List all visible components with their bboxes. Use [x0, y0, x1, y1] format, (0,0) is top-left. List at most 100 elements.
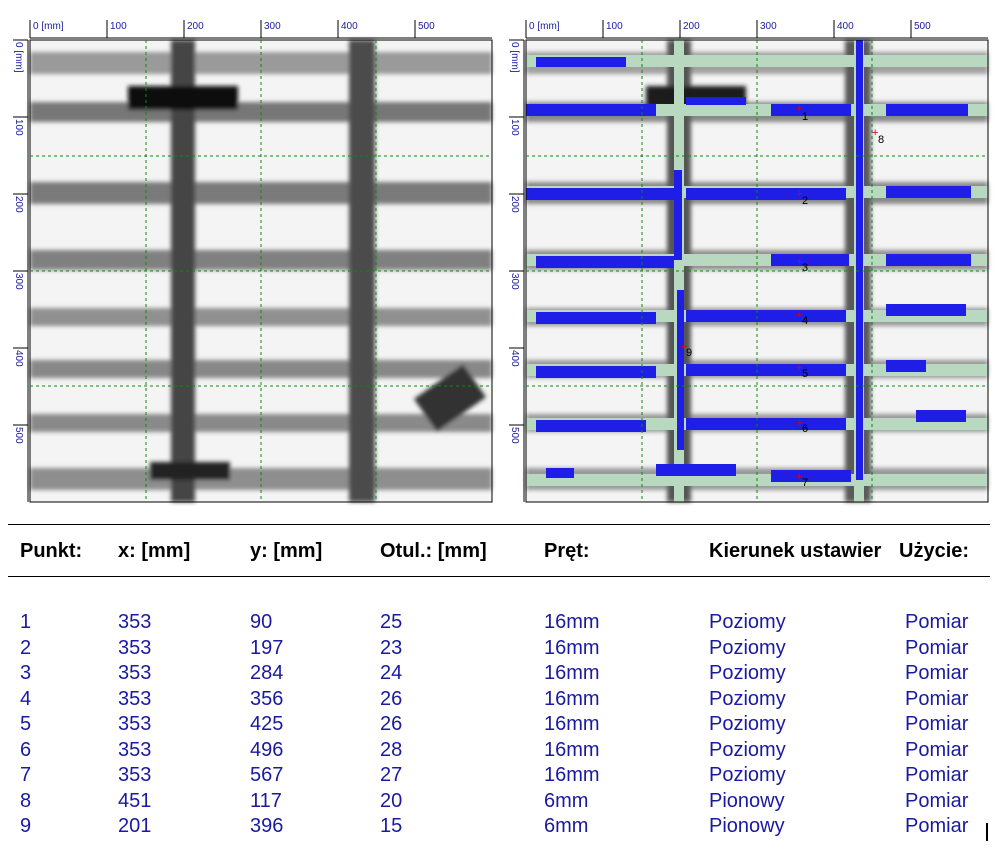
cell-otul: 24 — [380, 662, 403, 684]
right-y-tick: 500 — [509, 427, 520, 444]
svg-text:+: + — [796, 471, 802, 483]
cell-otul: 27 — [380, 764, 403, 786]
cell-uzycie: Pomiar — [905, 662, 969, 684]
cell-pret: 16mm — [544, 687, 600, 710]
marker-label: 3 — [802, 262, 808, 274]
cell-punkt: 4 — [20, 687, 32, 710]
cell-punkt: 1 — [20, 611, 32, 633]
cell-kierunek: Poziomy — [709, 662, 786, 684]
right-y-tick: 400 — [509, 350, 520, 367]
cell-y: 567 — [250, 764, 284, 786]
cell-punkt: 7 — [20, 764, 32, 786]
cell-y: 90 — [250, 611, 273, 633]
marker-label: 5 — [802, 368, 808, 380]
left-x-tick: 200 — [187, 21, 204, 32]
left-y-tick: 200 — [13, 196, 24, 213]
svg-text:+: + — [680, 341, 686, 353]
cell-x: 353 — [118, 662, 152, 684]
left-x-tick: 0 [mm] — [33, 21, 64, 32]
cell-otul: 23 — [380, 636, 403, 659]
left-y-tick: 0 [mm] — [13, 42, 24, 73]
cell-x: 353 — [118, 636, 152, 659]
cell-otul: 26 — [380, 713, 403, 735]
cell-punkt: 9 — [20, 815, 32, 837]
right-x-tick: 100 — [606, 21, 623, 32]
cell-x: 353 — [118, 611, 152, 633]
cell-uzycie: Pomiar — [905, 713, 969, 735]
cell-pret: 16mm — [544, 636, 600, 659]
cell-y: 496 — [250, 738, 284, 761]
cell-otul: 15 — [380, 815, 403, 837]
cell-kierunek: Poziomy — [709, 713, 786, 735]
cell-punkt: 5 — [20, 713, 32, 735]
right-x-tick: 200 — [683, 21, 700, 32]
cell-kierunek: Poziomy — [709, 687, 786, 710]
header-kierunek: Kierunek ustawier — [709, 540, 882, 562]
left-y-tick: 500 — [13, 427, 24, 444]
marker-label: 7 — [802, 477, 808, 489]
svg-text:+: + — [796, 256, 802, 268]
cell-kierunek: Pionowy — [709, 789, 785, 812]
marker-label: 6 — [802, 423, 808, 435]
cell-x: 353 — [118, 713, 152, 735]
cell-y: 117 — [250, 789, 282, 812]
left-x-tick: 500 — [418, 21, 435, 32]
right-y-tick: 100 — [509, 119, 520, 136]
left-y-tick: 400 — [13, 350, 24, 367]
cell-punkt: 6 — [20, 738, 32, 761]
cell-pret: 6mm — [544, 789, 589, 812]
cell-x: 451 — [118, 789, 152, 812]
right-y-tick: 0 [mm] — [509, 42, 520, 73]
cell-y: 284 — [250, 662, 284, 684]
header-y: y: [mm] — [250, 540, 323, 562]
cell-punkt: 2 — [20, 636, 32, 659]
svg-text:+: + — [872, 127, 878, 139]
cell-kierunek: Pionowy — [709, 815, 785, 837]
right-scan-image: +1 +2 +3 +4 +5 +6 +7 +8 +9 0 [mm] 100 — [509, 20, 989, 503]
left-y-tick: 300 — [13, 273, 24, 290]
header-punkt: Punkt: — [20, 540, 83, 562]
left-x-tick: 100 — [110, 21, 127, 32]
header-otul: Otul.: [mm] — [380, 540, 487, 562]
cell-uzycie: Pomiar — [905, 815, 969, 837]
cell-kierunek: Poziomy — [709, 764, 786, 786]
right-y-tick: 200 — [509, 196, 520, 213]
cell-uzycie: Pomiar — [905, 764, 969, 786]
cell-uzycie: Pomiar — [905, 636, 969, 659]
svg-text:+: + — [796, 188, 802, 200]
right-x-tick: 0 [mm] — [529, 21, 560, 32]
cell-y: 197 — [250, 636, 284, 659]
cell-otul: 20 — [380, 789, 403, 812]
svg-text:+: + — [796, 103, 802, 115]
divider-header — [8, 576, 990, 577]
cell-otul: 25 — [380, 611, 403, 633]
left-x-tick: 400 — [341, 21, 358, 32]
cell-otul: 26 — [380, 687, 403, 710]
cell-pret: 16mm — [544, 738, 600, 761]
left-x-tick: 300 — [264, 21, 281, 32]
right-x-tick: 500 — [914, 21, 931, 32]
cell-y: 425 — [250, 713, 284, 735]
cell-uzycie: Pomiar — [905, 738, 969, 761]
header-pret: Pręt: — [544, 540, 590, 562]
cell-punkt: 8 — [20, 789, 32, 812]
header-x: x: [mm] — [118, 540, 191, 562]
cell-pret: 6mm — [544, 815, 589, 837]
cell-uzycie: Pomiar — [905, 611, 969, 633]
header-uzycie: Użycie: — [899, 540, 970, 562]
left-scan-image: 0 [mm] 100 200 300 400 500 0 [mm] 100 20… — [13, 20, 493, 503]
cell-x: 353 — [118, 687, 152, 710]
marker-label: 8 — [878, 134, 884, 146]
cell-uzycie: Pomiar — [905, 789, 969, 812]
cell-y: 396 — [250, 815, 284, 837]
cell-otul: 28 — [380, 738, 403, 761]
divider-top — [8, 524, 990, 525]
cell-kierunek: Poziomy — [709, 611, 786, 633]
svg-text:+: + — [796, 362, 802, 374]
cell-x: 201 — [118, 815, 152, 837]
marker-label: 4 — [802, 315, 808, 327]
cell-pret: 16mm — [544, 764, 600, 786]
cell-pret: 16mm — [544, 611, 600, 633]
cell-uzycie: Pomiar — [905, 687, 969, 710]
cell-pret: 16mm — [544, 713, 600, 735]
